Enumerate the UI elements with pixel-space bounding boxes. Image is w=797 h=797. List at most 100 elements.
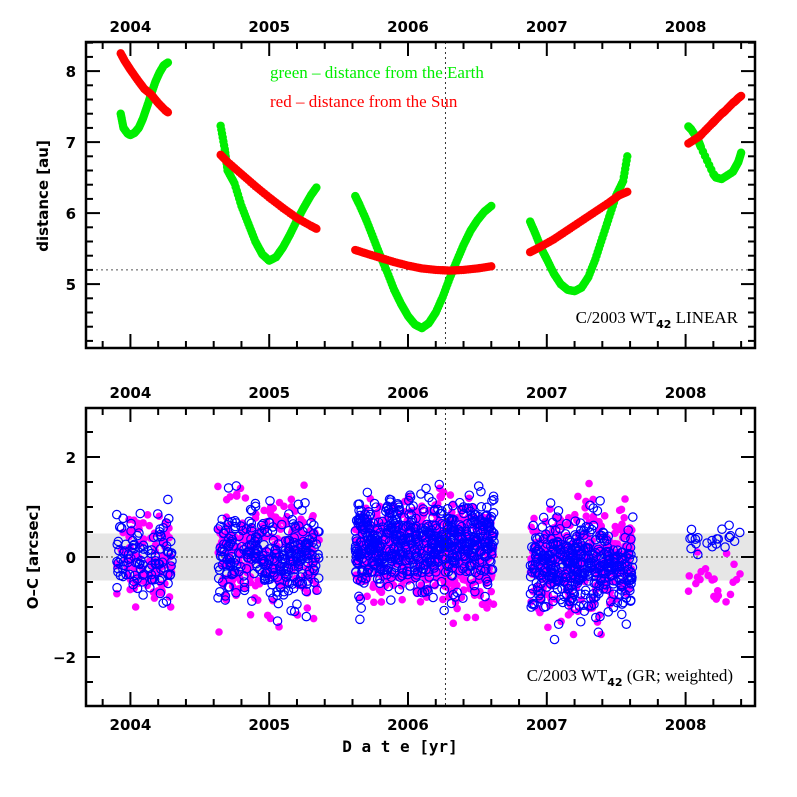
data-point-open [118, 548, 129, 558]
data-point-open [236, 521, 246, 531]
data-point-filled [165, 593, 174, 601]
data-point-open [246, 534, 256, 544]
data-point-filled [484, 597, 493, 606]
data-point-open [116, 523, 127, 533]
data-point-open [550, 525, 561, 536]
data-point-open [616, 609, 627, 620]
data-point-open [469, 516, 480, 527]
data-point-filled [544, 623, 552, 632]
data-point-open [476, 486, 486, 497]
data-point-open [579, 530, 589, 540]
top-panel: 2004 2005 2006 2007 2008 5 6 7 8 distance [au] g… [34, 18, 757, 350]
data-point-open [534, 532, 545, 543]
data-point-open [560, 529, 571, 539]
data-point-open [470, 532, 481, 543]
data-point-open [724, 532, 735, 543]
data-point-filled [465, 494, 473, 503]
data-point-open [576, 557, 587, 567]
data-point-open [257, 555, 268, 565]
data-point-open [307, 533, 318, 543]
data-point-open [241, 524, 252, 534]
data-point-open [529, 600, 539, 610]
bottom-annotation: C/2003 WT42 (GR; weighted) [527, 666, 733, 689]
data-point-open [112, 582, 122, 593]
data-point-open [717, 524, 727, 534]
data-point-open [132, 530, 143, 541]
data-point-open [576, 589, 586, 599]
data-point-open [286, 548, 297, 559]
data-point-open [474, 546, 485, 557]
data-point-open [426, 539, 437, 549]
data-point-open [246, 518, 257, 529]
data-point-open [284, 578, 295, 589]
y-tick-label: −2 [53, 649, 76, 667]
data-point-open [136, 555, 146, 566]
top-annotation-subscript: 42 [656, 318, 671, 331]
data-point-open [368, 538, 378, 548]
data-point-open [228, 541, 238, 551]
data-point-open [422, 585, 432, 595]
data-point-open [580, 589, 591, 600]
data-point-open [249, 545, 259, 556]
x-tick-label: 2005 [248, 384, 290, 402]
data-point-open [362, 487, 373, 498]
data-point-open [250, 501, 261, 512]
data-point-open [353, 546, 364, 556]
data-point-filled [693, 573, 702, 582]
data-point-open [217, 514, 227, 525]
data-point-filled [246, 610, 255, 619]
data-point-open [430, 520, 441, 531]
data-point-open [126, 518, 136, 529]
data-point-open [138, 549, 149, 559]
data-point-open [702, 538, 712, 548]
data-point-open [600, 573, 610, 584]
x-tick-label: 2008 [665, 18, 707, 36]
data-point-open [470, 586, 480, 597]
data-point-filled [439, 595, 447, 604]
data-point-open [575, 616, 586, 627]
data-point-filled [597, 630, 605, 639]
data-point-open [248, 551, 259, 561]
data-point-open [560, 569, 571, 580]
data-point-filled [363, 592, 371, 601]
x-tick-label: 2007 [526, 716, 568, 734]
data-point-open [395, 572, 405, 582]
data-point-open [564, 596, 575, 607]
data-point-open [265, 587, 276, 598]
data-point-filled [150, 594, 159, 602]
data-point-open [312, 585, 322, 596]
data-point-open [707, 535, 717, 546]
data-point-open [279, 549, 289, 559]
data-point-open [434, 479, 445, 490]
data-point-open [229, 557, 239, 568]
data-point-open [161, 541, 172, 551]
data-point-open [589, 560, 600, 571]
y-tick-label: 5 [66, 276, 76, 294]
data-point-open [724, 520, 734, 531]
data-point-open [301, 586, 312, 597]
data-point-open [473, 532, 483, 543]
data-point-filled [600, 512, 609, 520]
data-point-open [395, 531, 406, 541]
data-point-open [146, 574, 157, 585]
data-point-open [361, 556, 372, 566]
data-point-open [416, 489, 426, 499]
data-point-open [458, 564, 468, 574]
data-point-open [691, 538, 701, 549]
data-point-open [606, 561, 616, 572]
data-point [487, 201, 496, 211]
data-point-open [126, 553, 136, 564]
data-point-open [557, 559, 568, 569]
data-point-open [260, 568, 271, 579]
x-tick-label: 2007 [526, 384, 568, 402]
data-point-open [224, 582, 235, 592]
data-point-open [114, 545, 124, 556]
x-tick-label: 2005 [248, 18, 290, 36]
data-point-open [158, 537, 169, 548]
data-point-open [246, 522, 257, 533]
data-point-open [540, 601, 551, 612]
data-point-filled [232, 490, 241, 499]
data-point-open [157, 557, 168, 568]
data-point-open [272, 616, 283, 626]
